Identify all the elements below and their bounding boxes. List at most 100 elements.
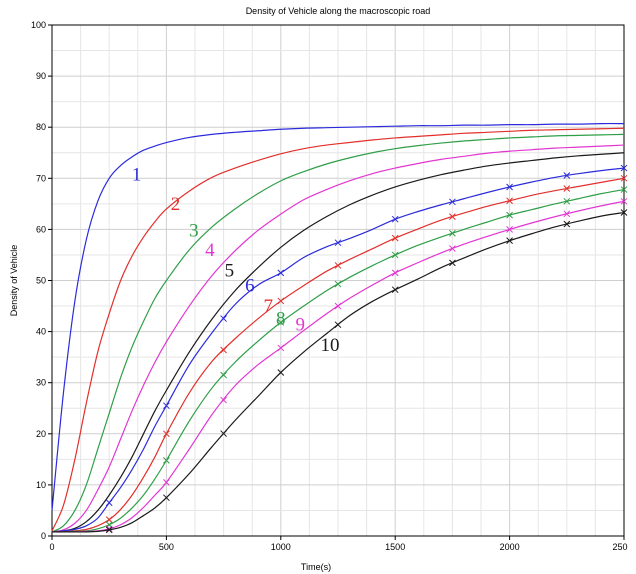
series-8-marker	[163, 457, 170, 464]
series-9-marker	[620, 197, 628, 205]
series-7-marker	[391, 234, 399, 242]
y-axis-label: Density of Vehicle	[9, 245, 19, 317]
series-3-line	[51, 133, 625, 533]
curve-label-2: 2	[171, 194, 181, 215]
series-10-marker	[563, 220, 571, 228]
series-2-line	[51, 127, 625, 532]
series-9-marker	[220, 396, 227, 404]
series-8-marker	[620, 186, 628, 193]
series-6-marker	[563, 172, 571, 179]
series-7-marker	[334, 262, 342, 269]
series-10-marker	[449, 259, 456, 267]
curve-label-9: 9	[295, 315, 305, 336]
curve-label-7: 7	[263, 296, 273, 317]
series-7-marker	[563, 185, 571, 192]
series-6-marker	[277, 269, 285, 277]
series-9-marker	[105, 525, 113, 533]
series-7-marker	[105, 516, 113, 524]
series-7	[51, 174, 628, 533]
y-tick-label: 70	[36, 173, 46, 183]
series-7-marker	[220, 346, 227, 354]
series-6-marker	[334, 239, 342, 247]
series-9	[51, 197, 628, 533]
curve-label-5: 5	[225, 260, 235, 281]
series-10-marker	[334, 321, 342, 329]
y-tick-label: 0	[41, 531, 46, 541]
y-tick-label: 100	[31, 20, 46, 30]
series-2	[51, 127, 625, 532]
grid	[51, 24, 625, 537]
y-tick-label: 10	[36, 480, 46, 490]
series-8	[51, 186, 628, 533]
series-8-marker	[334, 280, 342, 288]
y-tick-label: 40	[36, 327, 46, 337]
series-10-marker	[506, 237, 513, 244]
series-8-marker	[449, 229, 456, 237]
series-6-marker	[449, 198, 456, 206]
series-9-marker	[506, 226, 513, 233]
x-tick-label: 0	[49, 542, 54, 552]
series-6-marker	[506, 183, 513, 191]
series-9-marker	[449, 245, 456, 252]
curve-label-6: 6	[245, 276, 255, 297]
series-6-marker	[105, 499, 113, 507]
series-10-marker	[163, 494, 170, 502]
y-tick-label: 60	[36, 224, 46, 234]
series-1	[51, 122, 625, 511]
curve-label-1: 1	[132, 164, 142, 185]
series-8-marker	[220, 371, 227, 379]
series-7-marker	[163, 430, 170, 438]
series-6-marker	[620, 164, 628, 172]
curve-label-8: 8	[276, 308, 286, 329]
series-8-marker	[277, 319, 285, 326]
y-tick-label: 30	[36, 378, 46, 388]
series-9-marker	[163, 478, 170, 486]
y-tick-label: 90	[36, 71, 46, 81]
series-10-marker	[105, 526, 113, 534]
series-10	[51, 209, 628, 534]
y-tick-label: 20	[36, 429, 46, 439]
series-7-marker	[449, 213, 456, 220]
x-tick-label: 2000	[500, 542, 520, 552]
series-6-marker	[220, 315, 227, 322]
x-axis-label: Time(s)	[301, 562, 331, 572]
series-8-marker	[563, 197, 571, 205]
axes: 0 500 1000 1500 2000 250010203040506070809010…	[31, 20, 628, 552]
series-5	[51, 152, 625, 533]
series-4	[51, 144, 625, 533]
series-3	[51, 133, 625, 533]
series-5-line	[51, 152, 625, 533]
series-10-marker	[220, 430, 227, 437]
x-tick-label: 500	[159, 542, 174, 552]
chart-title: Density of Vehicle along the macroscopic…	[246, 6, 431, 16]
series-9-marker	[563, 210, 571, 218]
series-9-marker	[391, 269, 399, 277]
curve-label-10: 10	[320, 335, 339, 356]
curve-label-3: 3	[189, 221, 199, 242]
series-10-marker	[277, 369, 285, 376]
x-tick-label: 250	[612, 542, 627, 552]
series-9-marker	[277, 344, 285, 352]
series-10-marker	[391, 286, 399, 294]
series-6	[51, 164, 628, 533]
series-6-marker	[163, 402, 170, 410]
x-tick-label: 1000	[271, 542, 291, 552]
x-tick-label: 1500	[385, 542, 405, 552]
series-7-marker	[506, 197, 513, 205]
series-8-marker	[506, 211, 513, 219]
series-8-marker	[391, 251, 399, 259]
series-1-line	[51, 122, 625, 511]
y-tick-label: 50	[36, 276, 46, 286]
curve-label-4: 4	[205, 240, 215, 261]
series-4-line	[51, 144, 625, 533]
series-6-marker	[391, 215, 399, 223]
series-10-marker	[620, 209, 628, 216]
series-layer	[51, 122, 628, 534]
series-9-marker	[334, 302, 342, 310]
series-7-marker	[620, 174, 628, 182]
series-7-marker	[277, 297, 285, 305]
